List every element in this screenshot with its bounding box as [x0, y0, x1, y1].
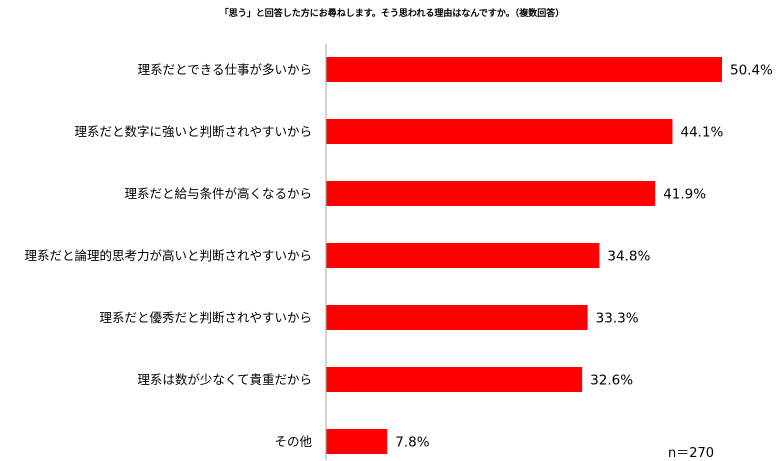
chart-title: 「思う」と回答した方にお尋ねします。そう思われる理由はなんですか。（複数回答）	[219, 9, 565, 19]
bar-6	[326, 429, 388, 454]
bar-1	[326, 119, 673, 144]
value-label-2: 41.9%	[663, 187, 706, 203]
value-label-1: 44.1%	[681, 125, 724, 141]
category-label-3: 理系だと論理的思考力が高いと判断されやすいから	[24, 248, 312, 263]
category-label-4: 理系だと優秀だと判断されやすいから	[99, 310, 312, 325]
category-labels: 理系だとできる仕事が多いから理系だと数字に強いと判断されやすいから理系だと給与条…	[24, 62, 312, 449]
value-labels: 50.4% 44.1% 41.9% 34.8% 33.3% 32.6% 7.8%	[395, 63, 773, 451]
value-label-0: 50.4%	[730, 63, 773, 79]
category-label-0: 理系だとできる仕事が多いから	[138, 62, 312, 77]
category-label-6: その他	[274, 434, 312, 449]
category-label-2: 理系だと給与条件が高くなるから	[124, 186, 312, 201]
bar-2	[326, 181, 656, 206]
bar-3	[326, 243, 600, 268]
bars-layer	[326, 57, 722, 454]
bar-4	[326, 305, 588, 330]
value-label-6: 7.8%	[395, 435, 429, 451]
category-label-5: 理系は数が少なくて貴重だから	[137, 372, 312, 387]
value-label-4: 33.3%	[596, 311, 639, 327]
category-label-1: 理系だと数字に強いと判断されやすいから	[74, 124, 312, 139]
bar-5	[326, 367, 583, 392]
value-label-3: 34.8%	[607, 249, 650, 265]
sample-size-note: n＝270	[668, 446, 715, 461]
bar-0	[326, 57, 722, 82]
value-label-5: 32.6%	[590, 373, 633, 389]
